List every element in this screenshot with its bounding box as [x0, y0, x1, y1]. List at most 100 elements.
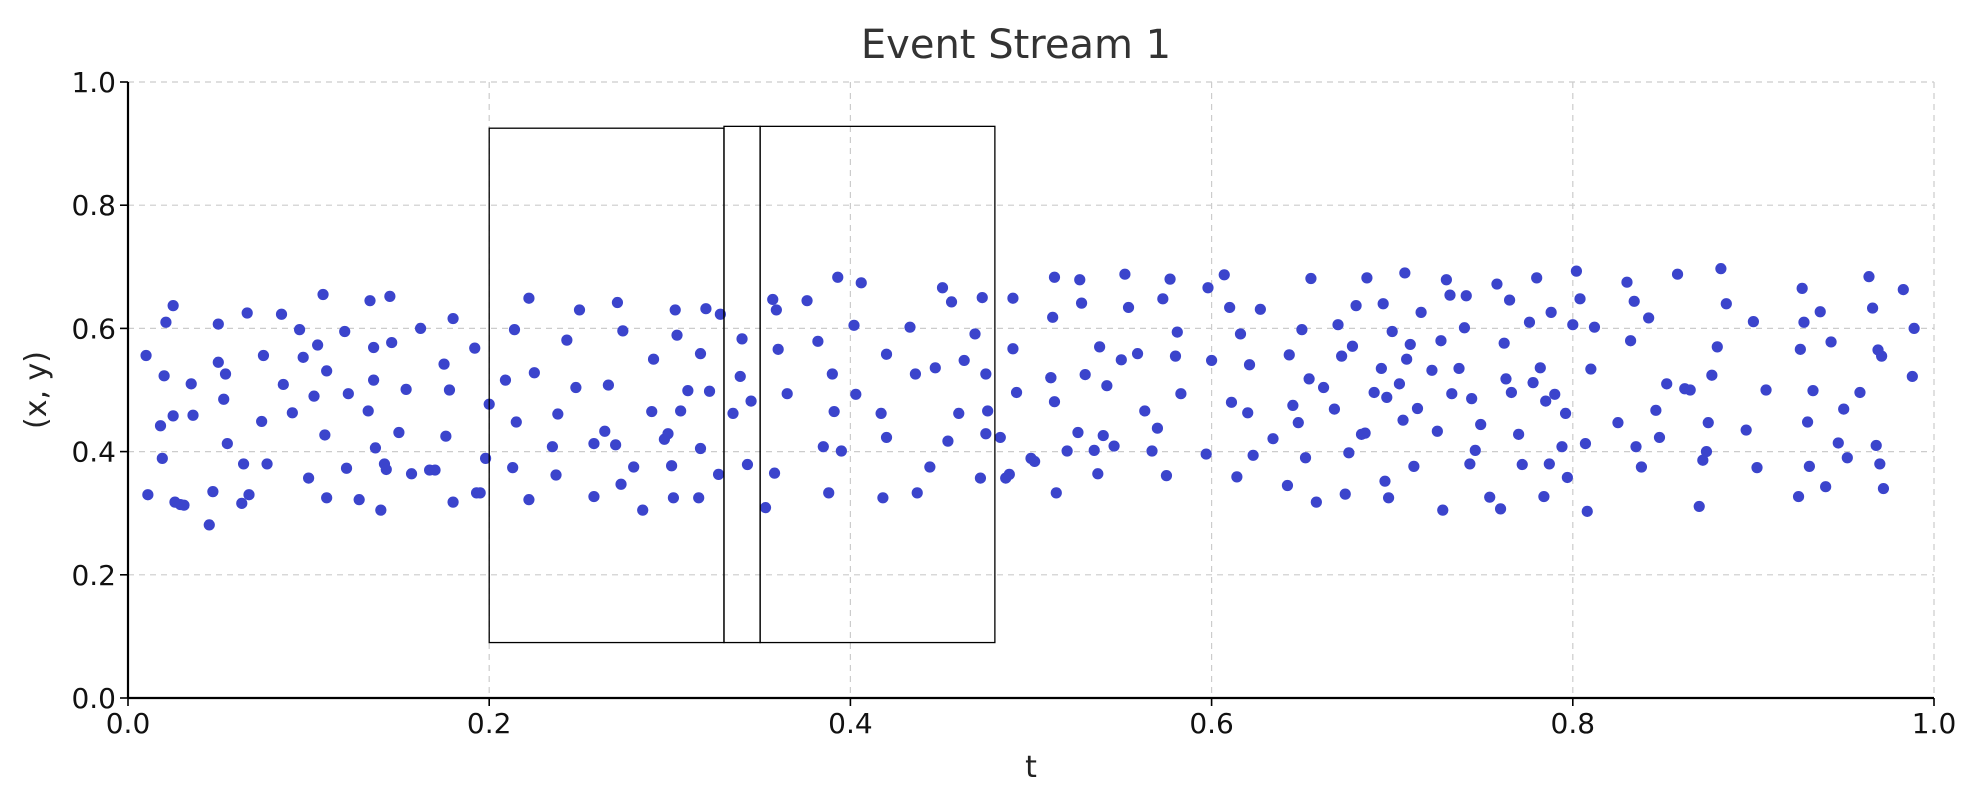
data-point-249 [1469, 444, 1481, 456]
data-point-202 [1281, 479, 1294, 492]
data-point-319 [1866, 302, 1879, 314]
axis-ticks: 0.0 0.2 0.4 0.6 0.8 1.0 0.0 0.2 0.4 0.6 0.8 1.0 [71, 66, 1956, 740]
data-point-301 [1747, 316, 1759, 328]
data-point-88 [615, 478, 627, 490]
data-point-231 [1399, 267, 1411, 279]
data-point-238 [1431, 425, 1443, 437]
data-point-311 [1814, 306, 1826, 318]
data-point-71 [510, 416, 522, 428]
time-windows [488, 125, 996, 644]
data-point-38 [321, 492, 333, 504]
data-point-218 [1350, 300, 1362, 312]
data-point-48 [375, 504, 387, 516]
data-point-244 [1453, 362, 1465, 375]
data-point-283 [1630, 441, 1642, 453]
data-point-230 [1397, 414, 1409, 426]
data-point-158 [1029, 455, 1041, 468]
data-point-189 [1200, 448, 1212, 460]
data-point-225 [1379, 475, 1391, 487]
data-point-177 [1119, 268, 1131, 280]
data-point-75 [528, 367, 540, 379]
data-point-41 [342, 388, 354, 400]
data-point-92 [646, 405, 658, 418]
y-tick-label-4: 0.8 [71, 189, 116, 222]
data-point-243 [1446, 388, 1458, 400]
data-point-77 [550, 469, 562, 481]
data-point-43 [362, 405, 374, 417]
data-point-166 [1072, 426, 1084, 439]
data-point-296 [1706, 369, 1718, 381]
data-point-142 [945, 296, 958, 308]
data-point-207 [1299, 452, 1312, 464]
data-point-300 [1740, 424, 1752, 436]
data-point-10 [178, 499, 190, 511]
data-point-59 [438, 358, 450, 370]
data-point-13 [203, 519, 215, 531]
data-point-261 [1527, 377, 1539, 389]
data-point-138 [924, 461, 936, 473]
data-point-240 [1437, 504, 1449, 516]
data-point-256 [1503, 294, 1516, 306]
data-point-303 [1760, 384, 1772, 396]
data-point-90 [628, 461, 640, 473]
data-point-134 [880, 431, 893, 444]
data-point-121 [812, 335, 824, 347]
data-point-246 [1460, 290, 1472, 302]
data-point-87 [611, 296, 624, 309]
data-point-192 [1218, 269, 1230, 281]
data-point-190 [1202, 282, 1214, 294]
data-point-47 [369, 442, 382, 454]
data-point-313 [1825, 336, 1837, 348]
data-point-203 [1283, 349, 1295, 361]
data-point-280 [1621, 276, 1633, 288]
data-point-215 [1339, 488, 1351, 500]
data-point-255 [1500, 373, 1512, 385]
data-point-241 [1440, 274, 1452, 286]
data-point-164 [1050, 487, 1062, 499]
data-point-174 [1101, 380, 1113, 392]
data-point-229 [1393, 378, 1406, 390]
data-point-270 [1559, 407, 1572, 420]
data-point-104 [694, 442, 707, 455]
data-point-139 [929, 362, 941, 374]
data-point-224 [1377, 298, 1389, 310]
chart-title: Event Stream 1 [861, 22, 1171, 68]
data-point-294 [1700, 446, 1713, 458]
data-point-276 [1581, 505, 1593, 517]
x-axis-label: t [1025, 750, 1037, 785]
data-point-211 [1317, 381, 1330, 394]
data-point-258 [1513, 428, 1525, 440]
data-point-206 [1296, 324, 1308, 336]
data-point-181 [1146, 445, 1158, 457]
data-point-233 [1404, 338, 1416, 351]
data-point-195 [1231, 471, 1243, 483]
data-point-260 [1523, 316, 1536, 328]
data-point-26 [261, 458, 273, 470]
data-point-66 [474, 487, 486, 499]
data-point-228 [1386, 325, 1398, 338]
x-tick-label-1: 0.2 [467, 707, 512, 740]
data-point-6 [167, 300, 179, 312]
data-point-33 [308, 390, 320, 402]
data-point-223 [1375, 362, 1387, 375]
data-point-22 [241, 307, 253, 319]
data-point-191 [1206, 354, 1218, 367]
data-point-60 [440, 430, 452, 442]
data-point-148 [980, 428, 992, 440]
data-point-46 [368, 341, 380, 354]
data-point-154 [1007, 343, 1019, 355]
data-point-234 [1408, 460, 1420, 472]
data-point-179 [1131, 348, 1144, 360]
data-point-61 [443, 384, 456, 396]
data-point-226 [1381, 391, 1393, 403]
data-point-247 [1464, 458, 1476, 470]
data-point-133 [880, 348, 893, 360]
data-point-185 [1164, 273, 1176, 285]
data-point-106 [703, 385, 716, 397]
data-point-91 [637, 504, 649, 516]
data-point-54 [400, 383, 412, 395]
data-point-130 [855, 277, 867, 289]
data-point-308 [1801, 416, 1814, 428]
data-point-86 [610, 439, 622, 451]
data-point-253 [1494, 503, 1507, 515]
